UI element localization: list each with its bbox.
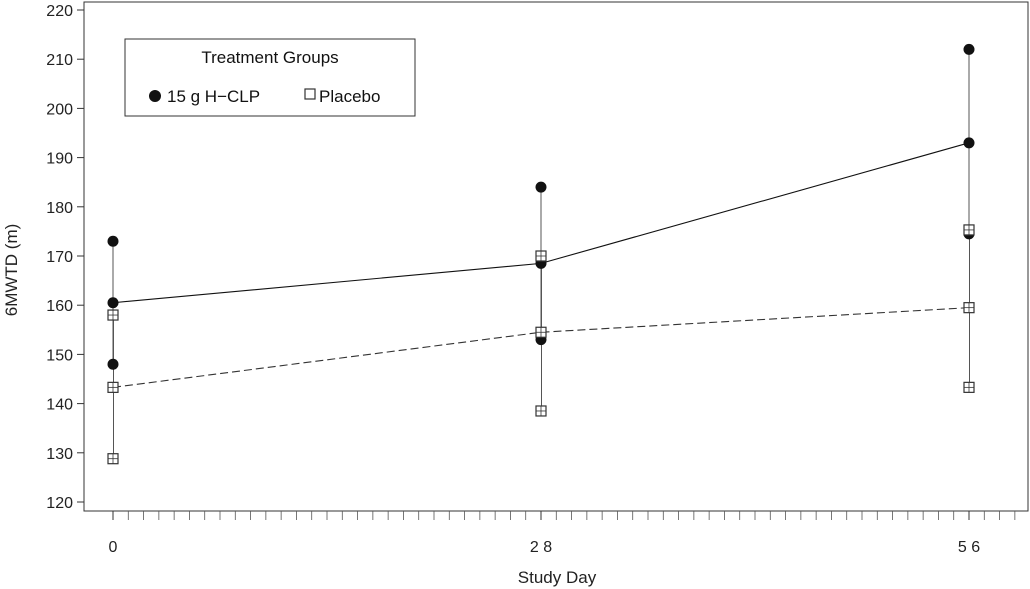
point-placebo [107, 453, 119, 465]
legend-label-hclp: 15 g H−CLP [167, 87, 260, 106]
y-tick-label: 170 [46, 249, 73, 266]
y-tick-label: 150 [46, 347, 73, 364]
point-hclp [107, 297, 119, 309]
legend: Treatment Groups 15 g H−CLP Placebo [124, 38, 416, 117]
y-tick-label: 120 [46, 495, 73, 512]
y-tick-label: 160 [46, 298, 73, 315]
x-tick-label: 2 8 [530, 539, 552, 556]
minor-x-ticks [127, 511, 1016, 520]
x-tick-label: 5 6 [958, 539, 980, 556]
y-tick-label: 190 [46, 151, 73, 168]
point-placebo [535, 326, 547, 338]
axis-ticks: 120 130 140 150 160 170 180 190 200 210 220 0 2 8 5 6 [46, 3, 980, 556]
point-placebo [963, 224, 975, 236]
series-markers [107, 43, 975, 465]
y-tick-label: 140 [46, 397, 73, 414]
point-placebo [535, 250, 547, 262]
y-tick-label: 130 [46, 446, 73, 463]
point-placebo [107, 381, 119, 393]
point-hclp [963, 43, 975, 55]
point-hclp [535, 181, 547, 193]
point-hclp [963, 137, 975, 149]
y-tick-label: 210 [46, 52, 73, 69]
point-placebo [107, 309, 119, 321]
point-hclp [107, 235, 119, 247]
point-hclp [107, 358, 119, 370]
y-axis-title: 6MWTD (m) [2, 224, 21, 317]
legend-marker-placebo [304, 88, 316, 100]
y-tick-label: 180 [46, 200, 73, 217]
legend-box [124, 38, 416, 117]
point-placebo [963, 381, 975, 393]
y-tick-label: 200 [46, 101, 73, 118]
legend-title: Treatment Groups [201, 48, 338, 67]
point-placebo [963, 302, 975, 314]
point-placebo [535, 405, 547, 417]
legend-label-placebo: Placebo [319, 87, 380, 106]
x-tick-label: 0 [109, 539, 118, 556]
legend-marker-hclp [149, 90, 161, 102]
y-tick-label: 220 [46, 3, 73, 20]
x-axis-title: Study Day [518, 568, 597, 587]
